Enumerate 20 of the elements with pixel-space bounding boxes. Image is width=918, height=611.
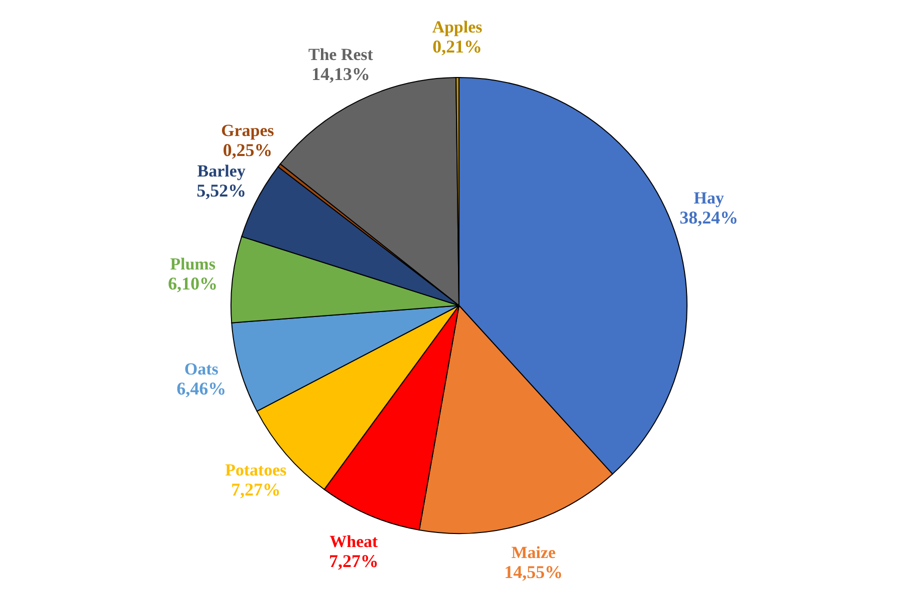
slice-label: The Rest <box>308 45 374 64</box>
slice-label: Oats <box>184 359 219 378</box>
data-label: 0,21% <box>432 36 482 57</box>
data-label: 6,10% <box>168 274 218 294</box>
slice-label: Barley <box>197 162 246 181</box>
slice-label: Grapes <box>221 120 274 140</box>
slice-label: Potatoes <box>225 460 287 480</box>
data-label: 14,55% <box>504 562 563 582</box>
data-label: 6,46% <box>176 378 226 398</box>
slice-label: Hay <box>694 188 725 208</box>
slice-label: Maize <box>511 542 556 562</box>
data-label: 5,52% <box>196 180 246 201</box>
data-label: 0,25% <box>222 140 272 160</box>
slice-label: Plums <box>170 254 216 274</box>
slice-label: Wheat <box>330 532 378 551</box>
slice-label: Apples <box>432 18 483 37</box>
data-label: 14,13% <box>311 64 370 84</box>
data-label: 7,27% <box>328 550 378 571</box>
data-label: 7,27% <box>231 479 281 500</box>
data-label: 38,24% <box>680 208 738 228</box>
